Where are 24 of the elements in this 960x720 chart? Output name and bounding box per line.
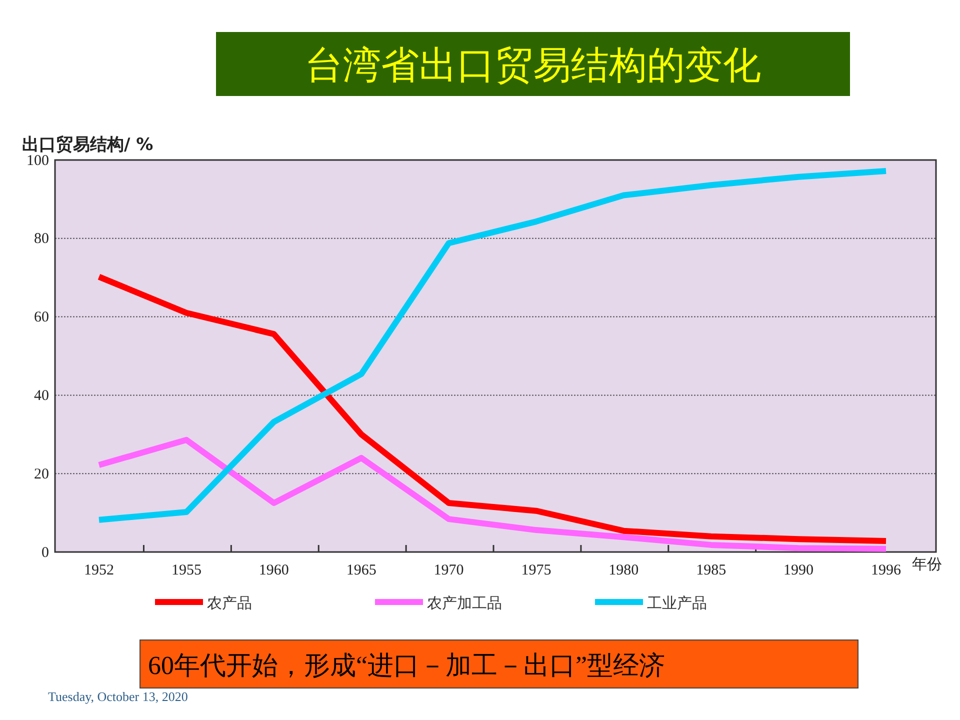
legend-label: 农产加工品 bbox=[427, 594, 502, 612]
y-tick-label: 40 bbox=[34, 388, 49, 404]
x-tick-label: 1952 bbox=[84, 562, 114, 579]
text: 60年代开始，形成“进口－加工－出口”型经济 bbox=[148, 651, 666, 680]
x-tick-label: 1955 bbox=[171, 562, 202, 579]
x-tick-label: 1985 bbox=[696, 562, 726, 579]
x-tick-label: 1990 bbox=[784, 562, 814, 579]
x-tick-label: 1960 bbox=[258, 562, 289, 579]
text: Tuesday, October 13, 2020 bbox=[48, 689, 188, 704]
x-tick-label: 1970 bbox=[434, 562, 464, 579]
y-tick-label: 100 bbox=[26, 152, 49, 169]
chart-title: 台湾省出口贸易结构的变化 bbox=[305, 43, 761, 87]
y-tick-label: 80 bbox=[34, 231, 49, 248]
legend-label: 农产品 bbox=[207, 594, 252, 612]
y-axis-title: 出口贸易结构/ % bbox=[22, 135, 154, 155]
x-tick-label: 1980 bbox=[608, 562, 639, 579]
x-tick-label: 1975 bbox=[521, 562, 552, 579]
y-tick-label: 60 bbox=[34, 310, 49, 326]
x-tick-label: 1965 bbox=[346, 562, 376, 579]
y-tick-label: 0 bbox=[42, 544, 49, 561]
y-tick-label: 20 bbox=[34, 466, 49, 482]
x-tick-label: 1996 bbox=[871, 562, 902, 579]
legend-label: 工业产品 bbox=[647, 594, 707, 612]
x-axis-title: 年份 bbox=[912, 555, 942, 573]
